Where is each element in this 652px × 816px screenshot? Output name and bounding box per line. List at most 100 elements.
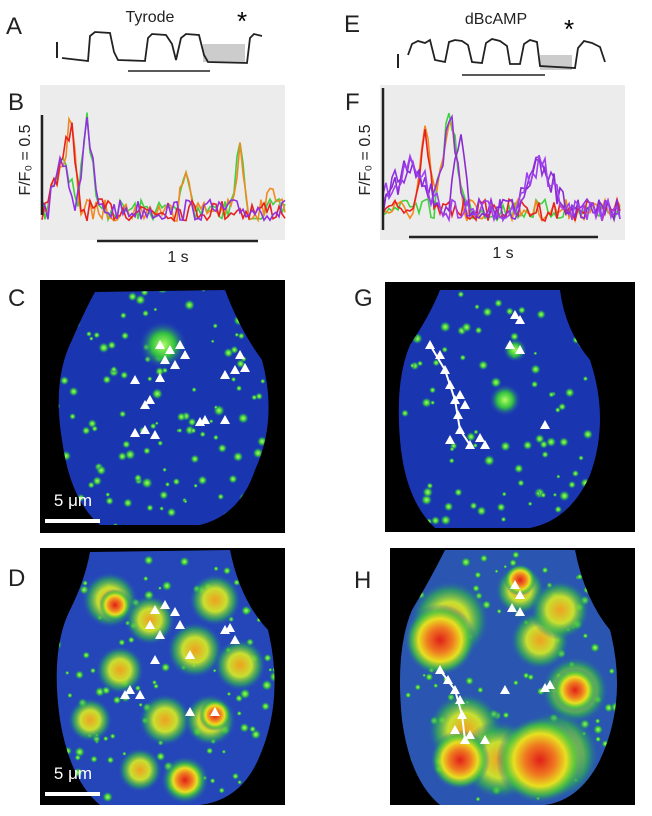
event-path	[439, 669, 466, 741]
speckle	[89, 667, 97, 674]
event-marker	[185, 650, 195, 659]
speckle	[91, 425, 99, 433]
highlight	[203, 44, 245, 62]
speckle	[567, 480, 577, 489]
speckle	[93, 331, 101, 339]
speckle	[151, 679, 158, 686]
speckle	[554, 406, 561, 414]
speckle	[477, 359, 489, 371]
speckle	[141, 309, 150, 318]
blob	[139, 321, 187, 369]
event-marker	[510, 310, 520, 319]
speckle	[235, 385, 243, 392]
speckle	[541, 450, 549, 459]
event-marker	[165, 345, 175, 354]
speckle	[465, 431, 476, 442]
event-marker	[210, 707, 220, 716]
speckle	[164, 481, 171, 488]
speckle	[582, 428, 594, 440]
speckle	[430, 400, 436, 406]
event-marker	[180, 350, 190, 359]
event-marker	[545, 680, 555, 689]
speckle	[122, 498, 133, 508]
panel-label: C	[8, 285, 25, 312]
event-path	[429, 344, 471, 446]
speckle	[582, 375, 589, 382]
speckle	[199, 431, 206, 438]
speckle	[536, 309, 547, 320]
speckle	[608, 667, 616, 675]
speckle	[221, 749, 227, 755]
event-marker	[135, 690, 145, 699]
speckle	[222, 566, 232, 576]
speckle	[106, 755, 115, 765]
panel-label: D	[8, 565, 25, 592]
event-marker	[130, 375, 140, 384]
speckle	[141, 477, 153, 489]
speckle	[248, 725, 257, 733]
panel-label: E	[344, 11, 360, 38]
speckle	[102, 374, 112, 385]
speckle	[183, 299, 196, 311]
blob	[489, 384, 521, 416]
speckle	[117, 638, 126, 647]
x-scale-label: 1 s	[492, 245, 513, 262]
speckle	[268, 667, 273, 672]
speckle	[121, 439, 131, 449]
speckle	[101, 791, 114, 803]
speckle	[218, 786, 226, 794]
speckle	[231, 772, 240, 781]
speckle	[110, 365, 118, 374]
speckle	[240, 605, 252, 617]
speckle	[432, 358, 441, 367]
scale-bar-label: 5 μm	[54, 764, 92, 783]
blob	[553, 668, 597, 712]
speckle	[482, 306, 493, 318]
event-marker	[500, 685, 510, 694]
speckle	[95, 465, 107, 476]
event-marker	[150, 655, 160, 664]
event-marker	[140, 400, 150, 409]
speckle	[179, 556, 190, 567]
speckle	[166, 507, 177, 518]
event-marker	[170, 607, 180, 616]
blob	[118, 748, 162, 792]
speckle	[176, 412, 187, 422]
speckle	[443, 501, 454, 512]
event-marker	[240, 363, 250, 372]
speckle	[239, 722, 250, 733]
speckle	[89, 755, 99, 764]
speckle	[205, 746, 214, 755]
trace	[41, 117, 286, 222]
event-marker	[230, 365, 240, 374]
speckle	[474, 326, 483, 335]
speckle	[505, 307, 515, 316]
speckle	[496, 608, 503, 615]
speckle	[589, 642, 601, 653]
scale-bar-label: 5 μm	[54, 491, 92, 510]
speckle	[112, 695, 122, 705]
speckle	[120, 331, 130, 341]
panel-label: F	[345, 89, 360, 116]
blob	[530, 580, 590, 640]
speckle	[146, 376, 153, 382]
speckle	[558, 490, 571, 502]
speckle	[105, 496, 115, 506]
speckle	[501, 491, 507, 497]
speckle	[226, 691, 232, 697]
speckle	[237, 332, 245, 340]
panel-label: H	[354, 567, 371, 594]
marker: *	[564, 14, 574, 44]
speckle	[193, 483, 199, 489]
speckle	[582, 632, 589, 639]
speckle	[404, 691, 412, 699]
blob	[214, 639, 266, 691]
event-marker	[125, 685, 135, 694]
speckle	[143, 554, 155, 566]
event-marker	[150, 605, 160, 614]
speckle	[513, 463, 524, 474]
x-scale-label: 1 s	[167, 249, 188, 266]
blob	[167, 622, 223, 678]
speckle	[142, 575, 149, 582]
